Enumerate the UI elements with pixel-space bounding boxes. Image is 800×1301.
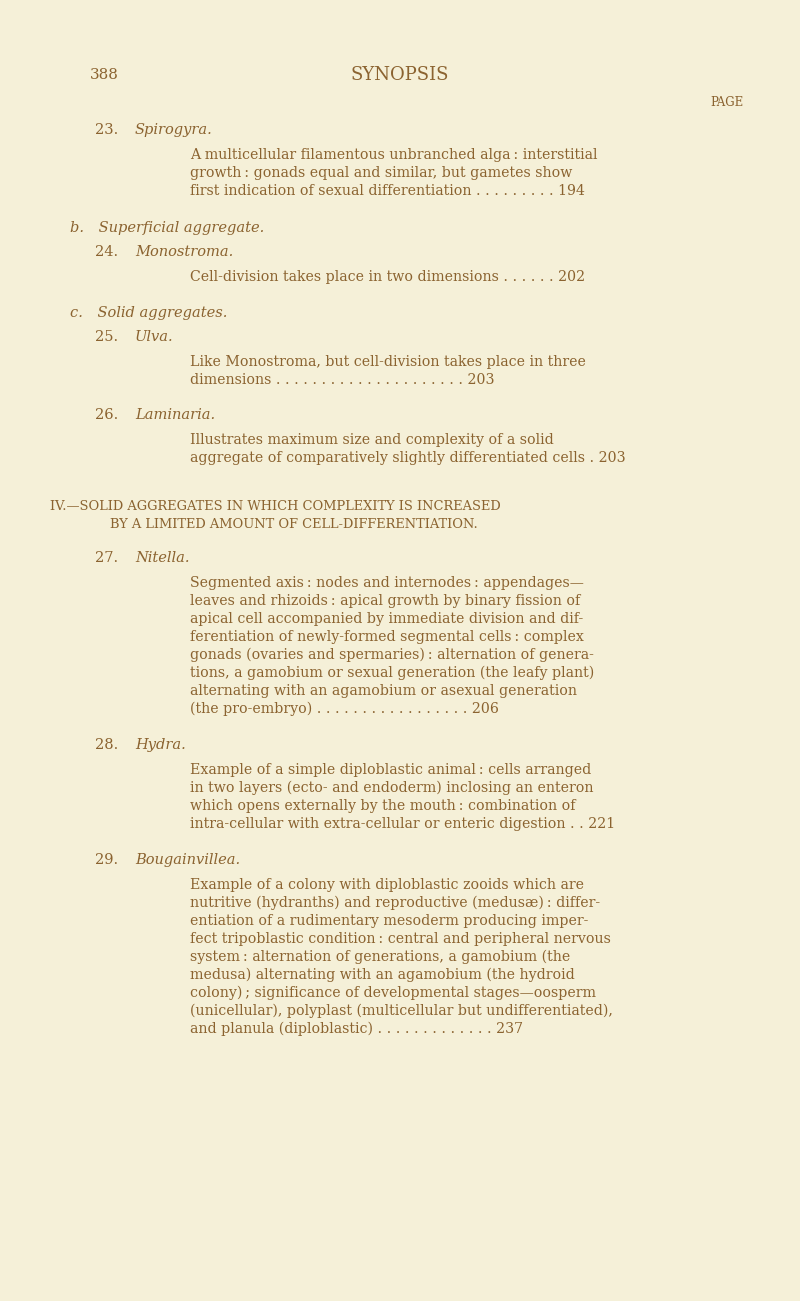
Text: 25.: 25. — [95, 330, 118, 343]
Text: 388: 388 — [90, 68, 119, 82]
Text: b. Superficial aggregate.: b. Superficial aggregate. — [70, 221, 264, 235]
Text: 29.: 29. — [95, 853, 118, 866]
Text: 27.: 27. — [95, 552, 118, 565]
Text: in two layers (ecto- and endoderm) inclosing an enteron: in two layers (ecto- and endoderm) inclo… — [190, 781, 594, 795]
Text: Example of a colony with diploblastic zooids which are: Example of a colony with diploblastic zo… — [190, 878, 584, 892]
Text: (the pro-embryo) . . . . . . . . . . . . . . . . . 206: (the pro-embryo) . . . . . . . . . . . .… — [190, 701, 499, 716]
Text: A multicellular filamentous unbranched alga : interstitial: A multicellular filamentous unbranched a… — [190, 148, 598, 163]
Text: Segmented axis : nodes and internodes : appendages—: Segmented axis : nodes and internodes : … — [190, 576, 584, 589]
Text: 23.: 23. — [95, 124, 118, 137]
Text: 24.: 24. — [95, 245, 118, 259]
Text: growth : gonads equal and similar, but gametes show: growth : gonads equal and similar, but g… — [190, 167, 572, 180]
Text: PAGE: PAGE — [710, 96, 743, 109]
Text: system : alternation of generations, a gamobium (the: system : alternation of generations, a g… — [190, 950, 570, 964]
Text: (unicellular), polyplast (multicellular but undifferentiated),: (unicellular), polyplast (multicellular … — [190, 1004, 613, 1019]
Text: and planula (diploblastic) . . . . . . . . . . . . . 237: and planula (diploblastic) . . . . . . .… — [190, 1021, 523, 1036]
Text: tions, a gamobium or sexual generation (the leafy plant): tions, a gamobium or sexual generation (… — [190, 666, 594, 680]
Text: Spirogyra.: Spirogyra. — [135, 124, 213, 137]
Text: alternating with an agamobium or asexual generation: alternating with an agamobium or asexual… — [190, 684, 577, 699]
Text: fect tripoblastic condition : central and peripheral nervous: fect tripoblastic condition : central an… — [190, 932, 611, 946]
Text: BY A LIMITED AMOUNT OF CELL-DIFFERENTIATION.: BY A LIMITED AMOUNT OF CELL-DIFFERENTIAT… — [110, 518, 478, 531]
Text: Hydra.: Hydra. — [135, 738, 186, 752]
Text: medusa) alternating with an agamobium (the hydroid: medusa) alternating with an agamobium (t… — [190, 968, 574, 982]
Text: Example of a simple diploblastic animal : cells arranged: Example of a simple diploblastic animal … — [190, 762, 591, 777]
Text: Bougainvillea.: Bougainvillea. — [135, 853, 240, 866]
Text: intra-cellular with extra-cellular or enteric digestion . . 221: intra-cellular with extra-cellular or en… — [190, 817, 615, 831]
Text: Like Monostroma, but cell-division takes place in three: Like Monostroma, but cell-division takes… — [190, 355, 586, 369]
Text: dimensions . . . . . . . . . . . . . . . . . . . . . 203: dimensions . . . . . . . . . . . . . . .… — [190, 373, 494, 386]
Text: leaves and rhizoids : apical growth by binary fission of: leaves and rhizoids : apical growth by b… — [190, 595, 580, 608]
Text: IV.—SOLID AGGREGATES IN WHICH COMPLEXITY IS INCREASED: IV.—SOLID AGGREGATES IN WHICH COMPLEXITY… — [50, 500, 501, 513]
Text: nutritive (hydranths) and reproductive (medusæ) : differ-: nutritive (hydranths) and reproductive (… — [190, 896, 600, 911]
Text: Illustrates maximum size and complexity of a solid: Illustrates maximum size and complexity … — [190, 433, 554, 448]
Text: first indication of sexual differentiation . . . . . . . . . 194: first indication of sexual differentiati… — [190, 183, 585, 198]
Text: Ulva.: Ulva. — [135, 330, 174, 343]
Text: c. Solid aggregates.: c. Solid aggregates. — [70, 306, 227, 320]
Text: 26.: 26. — [95, 409, 118, 422]
Text: entiation of a rudimentary mesoderm producing imper-: entiation of a rudimentary mesoderm prod… — [190, 915, 588, 928]
Text: 28.: 28. — [95, 738, 118, 752]
Text: gonads (ovaries and spermaries) : alternation of genera-: gonads (ovaries and spermaries) : altern… — [190, 648, 594, 662]
Text: ferentiation of newly-formed segmental cells : complex: ferentiation of newly-formed segmental c… — [190, 630, 584, 644]
Text: apical cell accompanied by immediate division and dif-: apical cell accompanied by immediate div… — [190, 611, 583, 626]
Text: Nitella.: Nitella. — [135, 552, 190, 565]
Text: Monostroma.: Monostroma. — [135, 245, 234, 259]
Text: aggregate of comparatively slightly differentiated cells . 203: aggregate of comparatively slightly diff… — [190, 451, 626, 464]
Text: SYNOPSIS: SYNOPSIS — [350, 66, 450, 85]
Text: colony) ; significance of developmental stages—oosperm: colony) ; significance of developmental … — [190, 986, 596, 1000]
Text: which opens externally by the mouth : combination of: which opens externally by the mouth : co… — [190, 799, 575, 813]
Text: Laminaria.: Laminaria. — [135, 409, 215, 422]
Text: Cell-division takes place in two dimensions . . . . . . 202: Cell-division takes place in two dimensi… — [190, 271, 585, 284]
